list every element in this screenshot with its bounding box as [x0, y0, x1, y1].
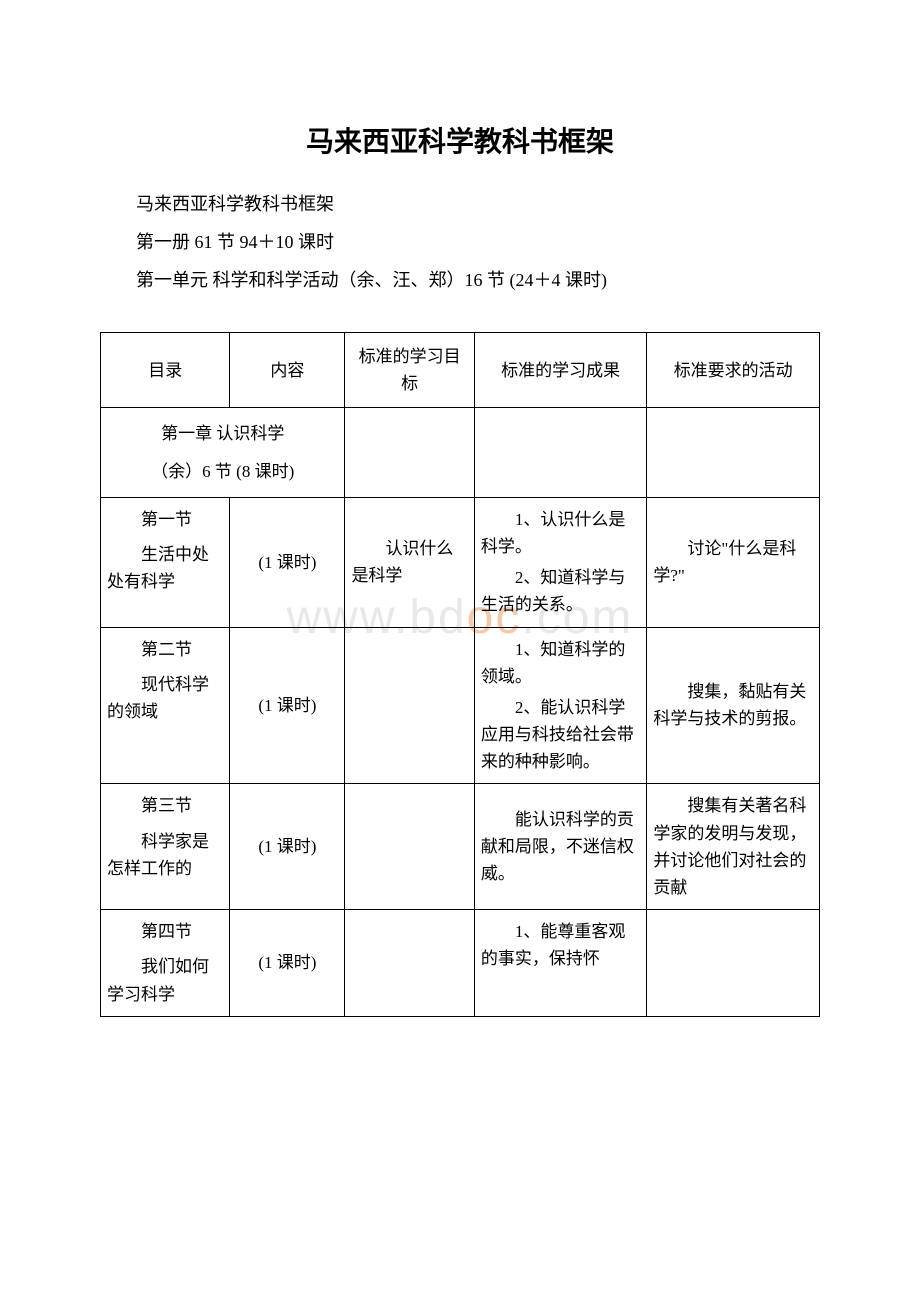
intro-line-3: 第一单元 科学和科学活动（余、汪、郑）16 节 (24＋4 课时): [100, 266, 820, 292]
header-content: 内容: [230, 333, 345, 408]
outcome-cell: 1、能尊重客观的事实，保持怀: [474, 910, 647, 1017]
empty-cell: [647, 408, 820, 497]
table-header-row: 目录 内容 标准的学习目标 标准的学习成果 标准要求的活动: [101, 333, 820, 408]
outcome-cell: 能认识科学的贡献和局限，不迷信权威。: [474, 784, 647, 910]
activity-cell: 搜集有关著名科学家的发明与发现，并讨论他们对社会的贡献: [647, 784, 820, 910]
objective-cell: 认识什么是科学: [345, 497, 474, 627]
section-cell: 第二节 现代科学的领域: [101, 627, 230, 784]
activity-cell: [647, 910, 820, 1017]
empty-cell: [474, 408, 647, 497]
content-cell: (1 课时): [230, 784, 345, 910]
intro-line-2: 第一册 61 节 94＋10 课时: [100, 228, 820, 254]
section-cell: 第四节 我们如何学习科学: [101, 910, 230, 1017]
chapter-cell: 第一章 认识科学 （余）6 节 (8 课时): [101, 408, 345, 497]
objective-cell: [345, 627, 474, 784]
content-cell: (1 课时): [230, 910, 345, 1017]
table-row: 第四节 我们如何学习科学 (1 课时) 1、能尊重客观的事实，保持怀: [101, 910, 820, 1017]
table-row: 第二节 现代科学的领域 (1 课时) 1、知道科学的领域。 2、能认识科学应用与…: [101, 627, 820, 784]
activity-cell: 讨论"什么是科学?": [647, 497, 820, 627]
table-row: 第三节 科学家是怎样工作的 (1 课时) 能认识科学的贡献和局限，不迷信权威。 …: [101, 784, 820, 910]
content-cell: (1 课时): [230, 627, 345, 784]
outcome-cell: 1、知道科学的领域。 2、能认识科学应用与科技给社会带来的种种影响。: [474, 627, 647, 784]
activity-cell: 搜集，黏贴有关科学与技术的剪报。: [647, 627, 820, 784]
table-row: 第一节 生活中处处有科学 (1 课时) 认识什么是科学 1、认识什么是科学。 2…: [101, 497, 820, 627]
content-cell: (1 课时): [230, 497, 345, 627]
intro-block: 马来西亚科学教科书框架 第一册 61 节 94＋10 课时 第一单元 科学和科学…: [100, 190, 820, 292]
page-title: 马来西亚科学教科书框架: [100, 120, 820, 160]
section-cell: 第一节 生活中处处有科学: [101, 497, 230, 627]
header-activity: 标准要求的活动: [647, 333, 820, 408]
header-outcome: 标准的学习成果: [474, 333, 647, 408]
intro-line-1: 马来西亚科学教科书框架: [100, 190, 820, 216]
objective-cell: [345, 784, 474, 910]
chapter-row: 第一章 认识科学 （余）6 节 (8 课时): [101, 408, 820, 497]
curriculum-table: 目录 内容 标准的学习目标 标准的学习成果 标准要求的活动 第一章 认识科学 （…: [100, 332, 820, 1017]
empty-cell: [345, 408, 474, 497]
objective-cell: [345, 910, 474, 1017]
header-catalog: 目录: [101, 333, 230, 408]
outcome-cell: 1、认识什么是科学。 2、知道科学与生活的关系。: [474, 497, 647, 627]
section-cell: 第三节 科学家是怎样工作的: [101, 784, 230, 910]
header-objective: 标准的学习目标: [345, 333, 474, 408]
